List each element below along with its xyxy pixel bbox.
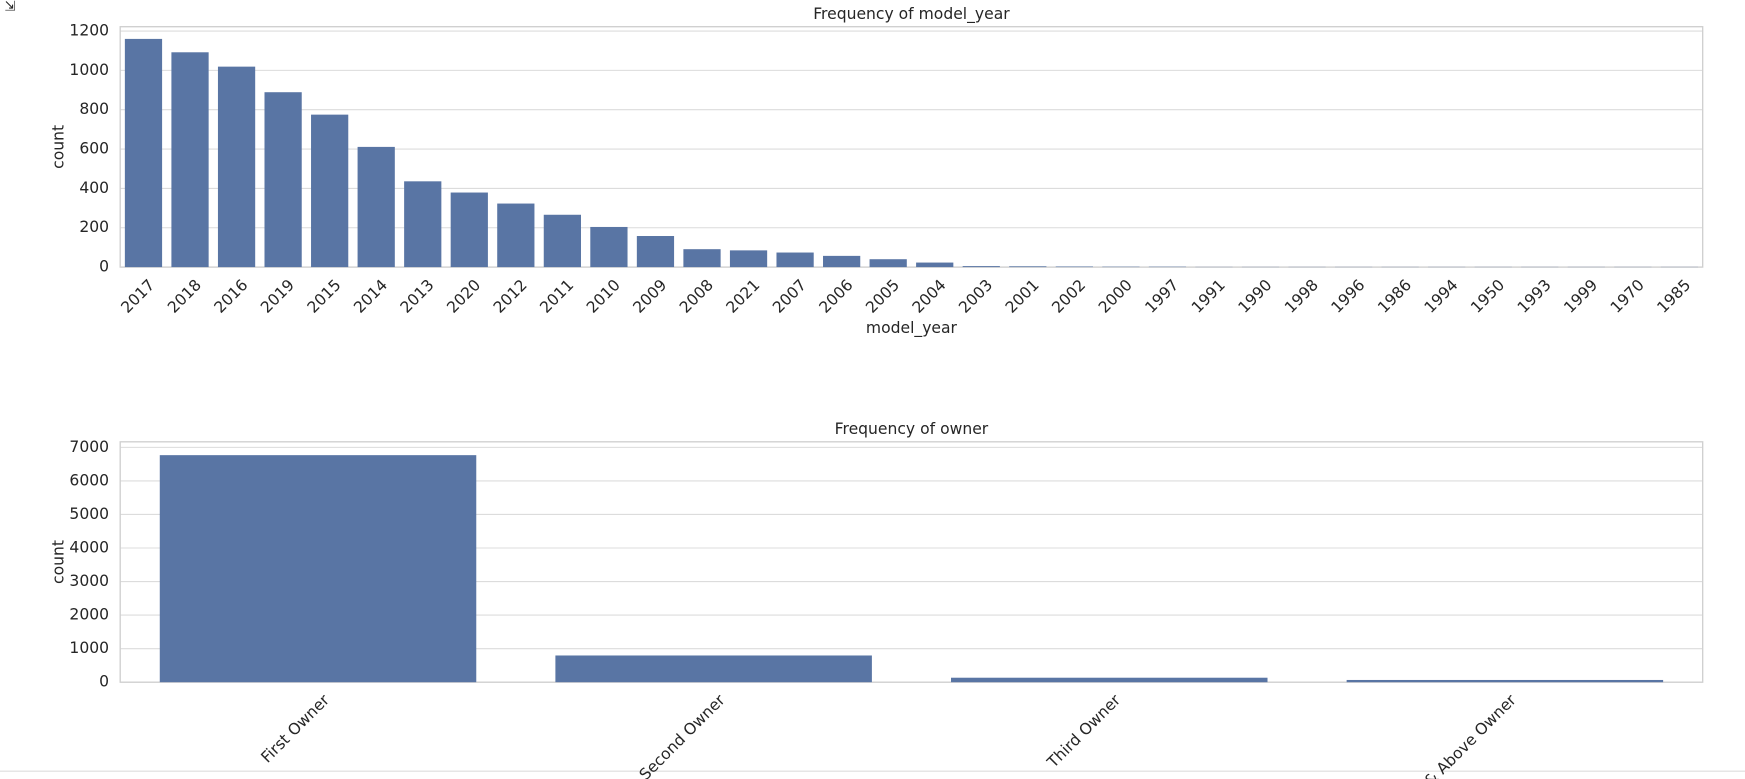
bar (1055, 266, 1093, 268)
x-tick-label: 2018 (164, 276, 205, 317)
bar (869, 259, 907, 268)
x-tick-label: 2001 (1002, 276, 1043, 317)
y-tick-label: 2000 (69, 606, 109, 624)
bar (590, 226, 628, 268)
bar (1009, 266, 1047, 268)
y-axis-label: count (50, 125, 68, 169)
bar (776, 252, 814, 268)
x-tick-label: Fourth & Above Owner (1382, 691, 1520, 779)
x-tick-label: 1996 (1328, 276, 1369, 317)
y-tick-label: 1000 (69, 61, 109, 79)
bar (962, 266, 1000, 268)
y-tick-label: 1000 (69, 639, 109, 657)
bar (124, 38, 163, 268)
x-tick-label: 2006 (816, 276, 857, 317)
x-tick-label: 1998 (1281, 276, 1322, 317)
bar (497, 203, 535, 268)
x-tick-label: 1990 (1235, 276, 1276, 317)
bar (636, 236, 675, 268)
x-tick-label: 2020 (443, 276, 484, 317)
bar (450, 192, 488, 268)
x-tick-label: Second Owner (636, 691, 729, 779)
x-tick-label: 2011 (537, 276, 578, 317)
x-tick-label: 1991 (1188, 276, 1229, 317)
x-tick-label: 2003 (955, 276, 996, 317)
x-tick-label: 2009 (630, 276, 671, 317)
bar (217, 66, 256, 268)
bar (357, 146, 395, 268)
x-tick-label: 2014 (350, 276, 391, 317)
bar (543, 214, 581, 268)
bar (916, 262, 954, 268)
x-axis-label: model_year (866, 319, 958, 338)
y-tick-label: 0 (99, 258, 109, 276)
y-tick-label: 6000 (69, 471, 109, 489)
x-tick-label: 2004 (909, 276, 950, 317)
x-tick-label: 2021 (723, 276, 764, 317)
bar (823, 255, 861, 268)
plot-frame (119, 26, 1704, 268)
x-tick-label: 1950 (1467, 276, 1508, 317)
x-tick-label: 2012 (490, 276, 531, 317)
bar (683, 249, 721, 268)
y-tick-label: 200 (79, 218, 109, 236)
x-tick-label: Third Owner (1043, 691, 1124, 772)
x-tick-label: 2016 (211, 276, 252, 317)
x-tick-label: 2007 (769, 276, 810, 317)
y-tick-label: 600 (79, 140, 109, 158)
y-tick-label: 7000 (69, 438, 109, 456)
x-tick-label: 1994 (1421, 276, 1462, 317)
x-tick-label: 1970 (1607, 276, 1648, 317)
x-tick-label: 1986 (1374, 276, 1415, 317)
y-tick-label: 800 (79, 100, 109, 118)
plot-frame (119, 441, 1704, 683)
bar (264, 92, 302, 268)
y-tick-label: 3000 (69, 572, 109, 590)
x-tick-label: 1993 (1514, 276, 1555, 317)
x-tick-label: First Owner (258, 691, 334, 767)
x-tick-label: 2019 (257, 276, 298, 317)
chart-title: Frequency of owner (835, 420, 989, 438)
chart-title: Frequency of model_year (813, 5, 1010, 24)
x-tick-label: 2005 (862, 276, 903, 317)
x-tick-label: 1999 (1560, 276, 1601, 317)
y-tick-label: 1200 (69, 22, 109, 40)
output-icon: ⇲ (4, 0, 15, 15)
bar (159, 455, 477, 683)
bar (311, 114, 349, 268)
x-tick-label: 2010 (583, 276, 624, 317)
x-tick-label: 1985 (1654, 276, 1695, 317)
x-tick-label: 2013 (397, 276, 438, 317)
y-tick-label: 5000 (69, 505, 109, 523)
y-tick-label: 4000 (69, 539, 109, 557)
x-tick-label: 1997 (1142, 276, 1183, 317)
bar (555, 655, 872, 683)
y-tick-label: 400 (79, 179, 109, 197)
y-tick-label: 0 (99, 673, 109, 691)
x-tick-label: 2017 (118, 276, 159, 317)
x-tick-label: 2008 (676, 276, 717, 317)
bar (171, 52, 209, 268)
bar (951, 677, 1268, 683)
bar (729, 250, 768, 268)
y-axis-label: count (50, 540, 68, 584)
bar (404, 181, 442, 268)
x-tick-label: 2015 (304, 276, 345, 317)
bar (1346, 679, 1664, 683)
x-tick-label: 2002 (1048, 276, 1089, 317)
x-tick-label: 2000 (1095, 276, 1136, 317)
